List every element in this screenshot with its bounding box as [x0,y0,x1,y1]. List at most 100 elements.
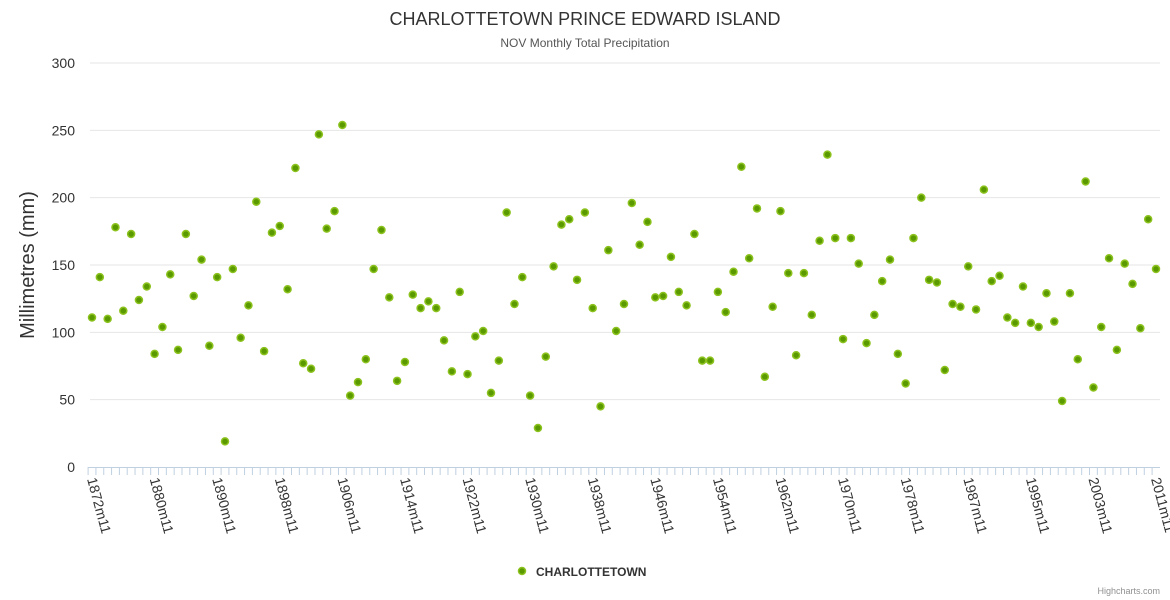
x-axis: 1872m11 1880m11 1890m11 1898m11 1906m11 1914m… [84,467,1170,535]
data-point [510,299,519,309]
data-point [103,314,112,324]
x-tick-label: 1987m11 [960,476,990,536]
data-point [885,255,895,264]
data-point [502,208,511,217]
x-tick-label: 2003m11 [1086,476,1116,536]
data-point [424,297,433,306]
data-point [1065,289,1075,298]
data-point [635,240,644,250]
data-point [306,364,316,373]
data-point [385,293,394,302]
data-point [533,423,543,433]
data-point [142,282,152,291]
credits-link[interactable]: Highcharts.com [1097,586,1160,596]
data-point [181,229,191,239]
data-point [752,204,762,213]
data-point [862,338,871,348]
data-point [1104,254,1114,263]
data-point [627,198,637,208]
x-tick-label: 1962m11 [773,476,803,536]
data-point [611,326,621,336]
data-point [236,333,245,342]
data-point [713,287,723,297]
x-tick-label: 1890m11 [209,476,239,536]
data-point [666,252,676,262]
data-point [784,268,793,278]
data-point [674,287,684,297]
data-point [924,275,934,285]
data-point [486,388,496,398]
data-point [377,225,386,235]
data-point [1042,289,1051,298]
data-point [705,356,715,365]
data-point [252,197,261,206]
x-tick-label: 1995m11 [1023,476,1053,536]
data-point [893,349,903,359]
data-point [1112,345,1122,355]
y-tick-label: 200 [52,190,76,206]
data-point [557,220,566,229]
data-point [408,290,418,299]
data-point [909,233,918,243]
y-tick-label: 0 [67,459,75,475]
x-tick-label: 1938m11 [585,476,615,536]
data-point [330,206,339,216]
data-point [932,278,942,287]
chart-title: CHARLOTTETOWN PRINCE EDWARD ISLAND [389,9,780,29]
data-point [283,284,292,294]
legend-label: CHARLOTTETOWN [536,565,646,579]
data-point [690,229,699,239]
data-point [1128,279,1137,289]
data-point [729,267,738,276]
y-tick-label: 300 [52,55,76,71]
data-point [838,334,848,344]
data-point [369,264,378,274]
data-point [877,276,887,286]
data-point [259,346,269,356]
data-point [150,349,159,359]
data-point [971,305,981,314]
data-point [760,372,770,382]
x-tick-label: 1914m11 [397,476,427,536]
y-tick-label: 50 [59,392,75,408]
x-tick-label: 1954m11 [710,476,740,536]
legend-item-charlottetown[interactable]: CHARLOTTETOWN [517,565,647,579]
data-point [1151,264,1161,274]
x-tick-label: 1978m11 [898,476,928,536]
data-point [823,150,832,159]
data-point [1018,282,1028,291]
legend-marker-icon [517,566,527,576]
x-tick-label: 1930m11 [522,476,552,536]
data-point [651,293,660,302]
x-tick-label: 2011m11 [1148,476,1170,535]
data-point [1057,396,1067,406]
data-point [948,299,957,309]
data-point [173,345,183,355]
data-point [1026,318,1036,328]
data-point [987,276,996,286]
x-tick-label: 1906m11 [334,476,364,536]
data-point [338,120,347,130]
data-point [846,233,856,243]
data-point [1096,322,1106,332]
data-point [345,391,355,400]
data-point [525,391,535,400]
x-tick-label: 1922m11 [460,476,490,536]
data-point [572,275,582,285]
data-point [126,229,136,239]
data-point [298,359,308,368]
x-tick-label: 1872m11 [84,476,114,536]
data-point [541,352,551,361]
data-point [1089,383,1098,392]
data-point [815,236,824,246]
data-point [1120,259,1129,268]
data-point [1136,324,1145,333]
data-point [643,217,652,227]
data-point [494,356,504,365]
data-point [439,336,449,345]
data-point [212,272,222,282]
data-point [940,365,950,375]
data-point [830,233,840,243]
grid-lines [90,62,1160,401]
data-point [353,377,363,387]
